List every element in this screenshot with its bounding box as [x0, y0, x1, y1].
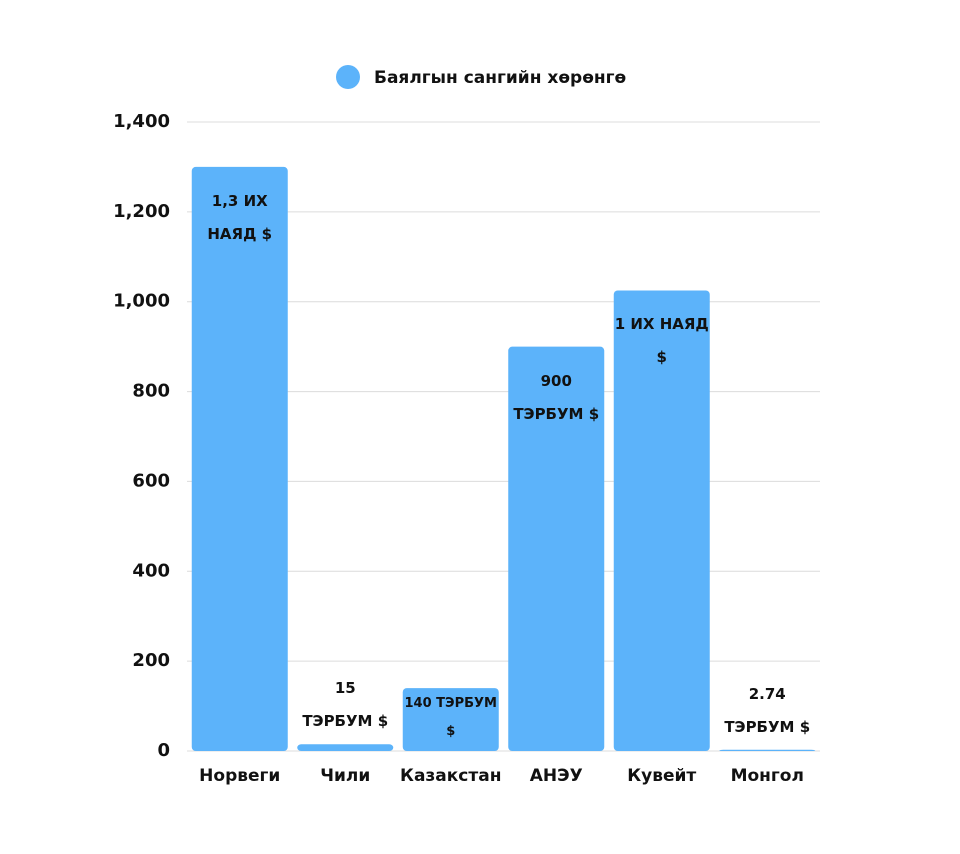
y-tick-label: 400 — [132, 560, 170, 581]
x-tick-label: АНЭУ — [530, 766, 583, 786]
y-tick-label: 1,000 — [113, 291, 170, 312]
value-label: 900 тэрбум $ — [513, 371, 600, 423]
y-tick-label: 800 — [132, 381, 170, 402]
y-tick-label: 600 — [132, 470, 170, 491]
x-tick-label: Монгол — [731, 766, 804, 786]
value-label: 2.74 тэрбум $ — [724, 684, 811, 736]
legend-label: Баялгын сангийн хөрөнгө — [374, 68, 626, 88]
y-tick-label: 0 — [157, 740, 170, 761]
bar — [508, 346, 605, 751]
y-tick-label: 1,400 — [113, 111, 170, 132]
legend-marker — [336, 65, 360, 89]
value-label: 140 тэрбум $ — [404, 696, 497, 740]
x-tick-label: Норвеги — [199, 766, 280, 786]
x-tick-label: Казакстан — [400, 766, 501, 786]
y-tick-label: 200 — [132, 650, 170, 671]
bar — [297, 744, 394, 751]
bar — [191, 166, 288, 751]
value-label: 1 их наяд $ — [614, 315, 709, 367]
y-tick-label: 1,200 — [113, 201, 170, 222]
x-tick-label: Кувейт — [627, 766, 696, 786]
bar — [613, 290, 710, 751]
value-label: 1,3 их наяд $ — [207, 191, 273, 243]
bar — [402, 688, 499, 751]
x-tick-label: Чили — [320, 766, 370, 786]
value-label: 15 тэрбум $ — [302, 679, 389, 731]
bar — [719, 749, 816, 751]
